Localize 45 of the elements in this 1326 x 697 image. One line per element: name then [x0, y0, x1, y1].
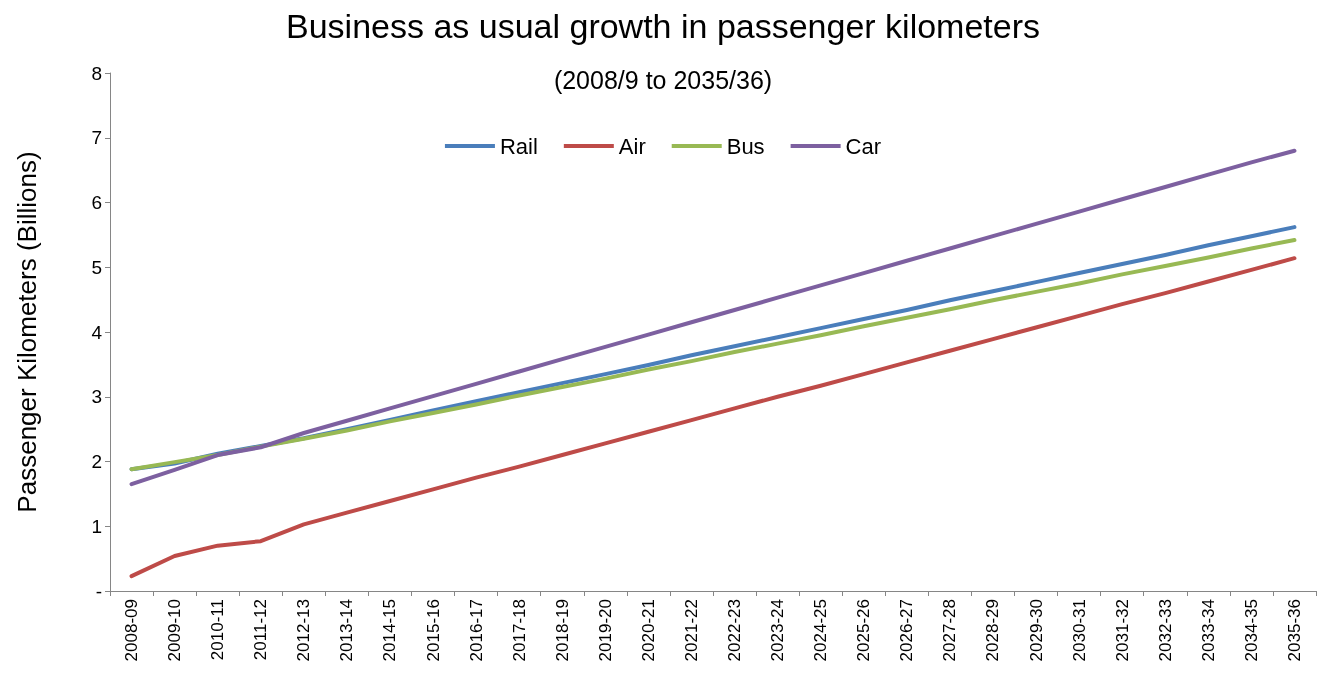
- x-tick-label: 2016-17: [466, 599, 486, 662]
- x-tick-label: 2033-34: [1198, 599, 1218, 662]
- x-tick-label: 2026-27: [897, 599, 917, 662]
- chart-title: Business as usual growth in passenger kilometers: [285, 7, 1041, 45]
- x-tick-label: 2020-21: [638, 599, 658, 662]
- x-tick-label: 2023-24: [768, 599, 788, 662]
- x-tick-label: 2021-22: [681, 599, 701, 662]
- y-tick-label: -: [95, 580, 102, 602]
- x-tick-label: 2022-23: [725, 599, 745, 662]
- x-tick-label: 2029-30: [1026, 599, 1046, 662]
- legend-label: Car: [845, 133, 882, 159]
- x-tick-label: 2013-14: [337, 599, 357, 662]
- y-tick-label: 2: [91, 451, 102, 472]
- y-tick-label: 7: [91, 127, 102, 149]
- y-tick-label: 1: [91, 515, 102, 537]
- y-tick-label: 4: [91, 321, 103, 343]
- x-tick-label: 2031-32: [1112, 599, 1132, 662]
- x-tick-label: 2025-26: [854, 599, 874, 662]
- y-tick-label: 3: [91, 386, 102, 408]
- x-tick-label: 2024-25: [811, 599, 831, 662]
- x-tick-label: 2014-15: [380, 599, 400, 662]
- x-tick-label: 2015-16: [423, 599, 443, 662]
- x-tick-label: 2008-09: [122, 599, 142, 662]
- legend-label: Bus: [726, 133, 765, 159]
- y-tick-label: 8: [91, 62, 102, 84]
- x-tick-label: 2028-29: [983, 599, 1003, 662]
- x-tick-label: 2011-12: [251, 599, 271, 661]
- x-tick-label: 2032-33: [1155, 599, 1175, 662]
- chart-subtitle: (2008/9 to 2035/36): [553, 65, 773, 94]
- y-tick-label: 5: [91, 256, 102, 278]
- x-tick-label: 2030-31: [1069, 599, 1089, 662]
- x-tick-label: 2027-28: [940, 599, 960, 662]
- legend-label: Rail: [499, 133, 538, 159]
- x-tick-label: 2018-19: [552, 599, 572, 662]
- legend-label: Air: [618, 133, 646, 159]
- x-tick-label: 2009-10: [165, 599, 185, 662]
- x-tick-label: 2010-11: [208, 599, 228, 661]
- line-series: [129, 256, 1297, 579]
- y-tick-label: 6: [91, 192, 102, 213]
- x-tick-label: 2034-35: [1241, 599, 1261, 662]
- x-tick-label: 2017-18: [509, 599, 529, 662]
- x-tick-label: 2035-36: [1284, 599, 1304, 662]
- y-axis-title: Passenger Kilometers (Billions): [12, 151, 42, 513]
- x-tick-label: 2019-20: [595, 599, 615, 662]
- x-tick-label: 2012-13: [294, 599, 314, 662]
